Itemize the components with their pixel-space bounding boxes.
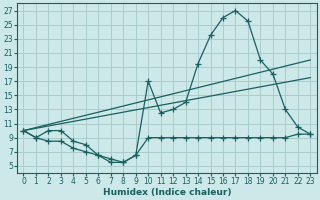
X-axis label: Humidex (Indice chaleur): Humidex (Indice chaleur) xyxy=(103,188,231,197)
